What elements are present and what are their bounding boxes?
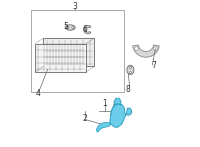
- Circle shape: [67, 27, 69, 29]
- Text: 6: 6: [82, 25, 87, 34]
- Text: 8: 8: [126, 85, 131, 93]
- Polygon shape: [133, 45, 159, 57]
- Text: 2: 2: [83, 113, 88, 123]
- Ellipse shape: [127, 65, 134, 75]
- Polygon shape: [114, 98, 121, 105]
- Bar: [35, 44, 86, 72]
- Polygon shape: [96, 122, 111, 132]
- Polygon shape: [110, 104, 132, 127]
- Text: 3: 3: [72, 2, 77, 11]
- Bar: [43, 38, 94, 66]
- Ellipse shape: [65, 25, 75, 30]
- Circle shape: [129, 71, 131, 74]
- Text: 7: 7: [151, 61, 156, 70]
- Polygon shape: [84, 25, 91, 34]
- Circle shape: [72, 27, 74, 29]
- Text: 4: 4: [36, 90, 41, 98]
- Text: 5: 5: [64, 22, 68, 31]
- Text: 1: 1: [103, 99, 107, 108]
- Circle shape: [135, 47, 138, 50]
- Circle shape: [154, 47, 157, 50]
- Bar: [31, 10, 124, 92]
- Circle shape: [129, 66, 131, 68]
